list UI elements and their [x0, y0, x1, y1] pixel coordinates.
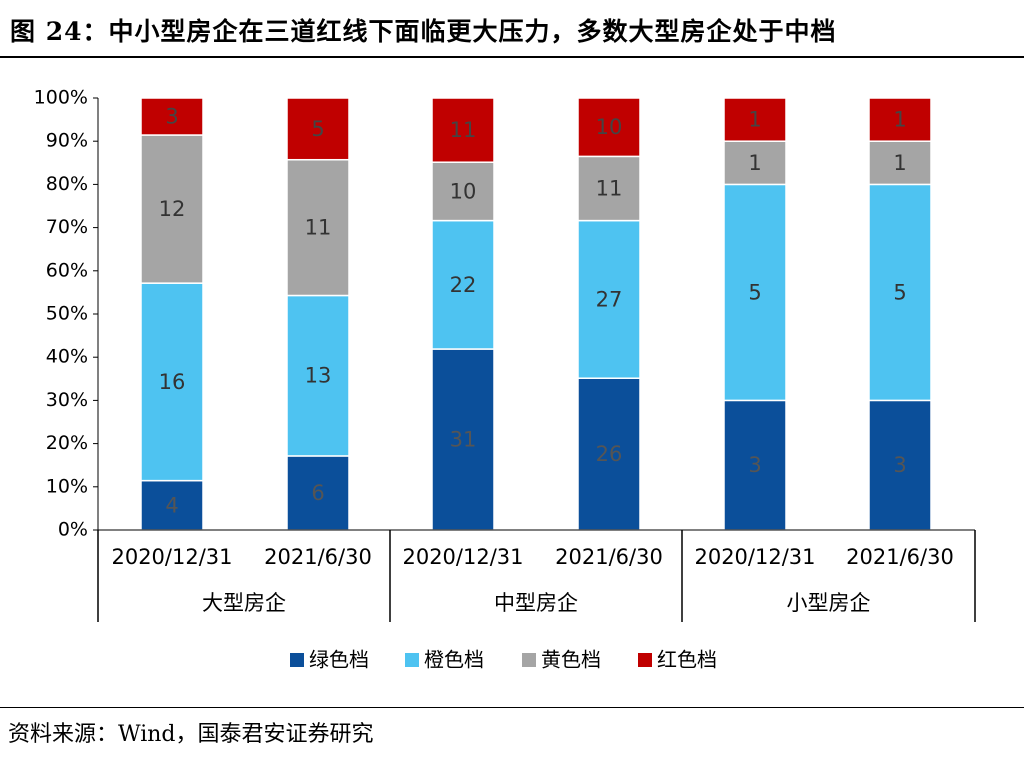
data-label: 1 [748, 151, 761, 175]
title-divider [0, 56, 1024, 58]
data-label: 31 [450, 428, 477, 452]
legend-swatch [290, 653, 304, 667]
legend-label: 红色档 [657, 648, 717, 672]
source-divider [0, 707, 1024, 708]
legend-swatch [405, 653, 419, 667]
data-label: 11 [305, 216, 332, 240]
bar-segment [431, 97, 495, 163]
y-tick-label: 30% [46, 389, 88, 411]
bar-segment [431, 219, 495, 350]
data-label: 1 [893, 108, 906, 132]
legend-label: 绿色档 [309, 648, 369, 672]
bar-segment [723, 183, 787, 402]
y-tick-label: 10% [46, 475, 88, 497]
bar-segment [286, 97, 350, 161]
data-label: 4 [165, 493, 178, 517]
stacked-bar-chart: 0% 10% 20% 30% 40% 50% 60% 70% 80% 90% 100% 4 16 12 3 6… [34, 87, 976, 672]
legend-label: 黄色档 [541, 648, 601, 672]
data-label: 5 [311, 117, 324, 141]
x-tick-label: 2021/6/30 [846, 545, 954, 569]
data-label: 27 [596, 287, 623, 311]
x-tick-label: 2020/12/31 [402, 545, 523, 569]
data-label: 1 [748, 108, 761, 132]
chart-title: 图 24：中小型房企在三道红线下面临更大压力，多数大型房企处于中档 [10, 17, 837, 46]
group-label: 小型房企 [787, 591, 871, 615]
x-tick-label: 2020/12/31 [111, 545, 232, 569]
bar-segment [577, 155, 641, 222]
data-label: 10 [450, 179, 477, 203]
x-tick-label: 2020/12/31 [694, 545, 815, 569]
group-label: 大型房企 [202, 591, 286, 615]
y-tick-label: 40% [46, 346, 88, 368]
bar-segment [431, 348, 495, 531]
bar-segment [577, 97, 641, 158]
bar-segment [431, 161, 495, 222]
data-label: 16 [159, 370, 186, 394]
bar-segment [723, 140, 787, 186]
bar-segment [577, 219, 641, 379]
bar-segment [868, 97, 932, 142]
source-note: 资料来源：Wind，国泰君安证券研究 [8, 722, 374, 747]
data-label: 22 [450, 273, 477, 297]
y-tick-label: 100% [34, 87, 88, 109]
bar-segment [723, 399, 787, 531]
y-tick-label: 80% [46, 173, 88, 195]
bar-segment [140, 97, 204, 136]
bar-segment [140, 134, 204, 284]
x-tick-label: 2021/6/30 [555, 545, 663, 569]
bar-segment [868, 183, 932, 402]
x-tick-label: 2021/6/30 [264, 545, 372, 569]
bar-segment [140, 282, 204, 482]
y-tick-label: 0% [58, 519, 88, 541]
y-tick-label: 60% [46, 259, 88, 281]
data-label: 11 [596, 176, 623, 200]
data-label: 10 [596, 115, 623, 139]
group-label: 中型房企 [494, 591, 578, 615]
bar-segment [723, 97, 787, 142]
legend-swatch [522, 653, 536, 667]
data-label: 6 [311, 481, 324, 505]
data-label: 3 [165, 105, 178, 129]
data-label: 3 [748, 453, 761, 477]
legend-label: 橙色档 [424, 648, 484, 672]
bar-segment [140, 479, 204, 531]
data-label: 11 [450, 118, 477, 142]
data-label: 13 [305, 364, 332, 388]
data-label: 12 [159, 197, 186, 221]
bar-segment [868, 399, 932, 531]
y-tick-label: 20% [46, 432, 88, 454]
data-label: 3 [893, 453, 906, 477]
data-label: 5 [748, 280, 761, 304]
y-tick-label: 50% [46, 303, 88, 325]
data-label: 26 [596, 442, 623, 466]
data-label: 1 [893, 151, 906, 175]
data-label: 5 [893, 280, 906, 304]
y-tick-label: 70% [46, 216, 88, 238]
legend-swatch [638, 653, 652, 667]
y-tick-label: 90% [46, 130, 88, 152]
